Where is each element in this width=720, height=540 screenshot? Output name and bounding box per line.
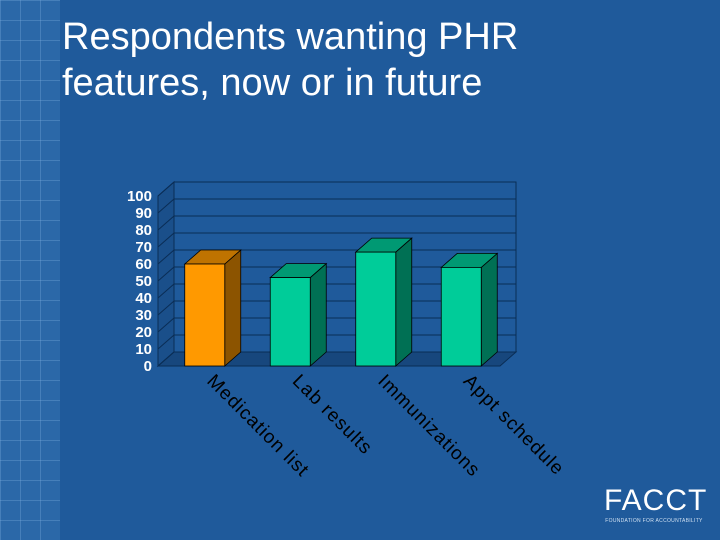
bar-side: [480, 252, 498, 367]
background-left-panel: [0, 0, 60, 540]
gridline: [157, 215, 516, 231]
gridline: [157, 198, 516, 214]
y-tick-label: 50: [135, 273, 152, 290]
y-tick-label: 70: [135, 239, 152, 256]
bar-front: [440, 266, 482, 367]
gridline: [157, 181, 516, 197]
y-tick-label: 100: [127, 188, 152, 205]
bar-side: [309, 262, 327, 367]
bar-front: [269, 277, 311, 367]
y-tick-label: 60: [135, 256, 152, 273]
x-category-label: Lab results: [288, 371, 376, 459]
y-tick-label: 90: [135, 205, 152, 222]
bar-medication-list: [183, 249, 242, 367]
facct-logo: FACCT Foundation for Accountability: [604, 484, 708, 525]
y-tick-label: 0: [144, 358, 152, 375]
title-line-2: features, now or in future: [62, 62, 483, 104]
slide-title: Respondents wanting PHR features, now or…: [62, 14, 702, 106]
bar-lab-results: [269, 262, 328, 367]
logo-text: FACCT: [604, 484, 708, 517]
y-tick-label: 30: [135, 307, 152, 324]
bar-side: [395, 237, 413, 367]
bar-side: [224, 249, 242, 367]
gridline: [157, 232, 516, 248]
bars-layer: [183, 237, 499, 367]
y-tick-label: 80: [135, 222, 152, 239]
bar-front: [184, 263, 226, 367]
bar-appt-schedule: [440, 252, 499, 367]
y-tick-label: 20: [135, 324, 152, 341]
bar-immunizations: [354, 237, 413, 367]
background-grid-pattern: [0, 0, 60, 540]
y-tick-label: 40: [135, 290, 152, 307]
y-tick-label: 10: [135, 341, 152, 358]
title-line-1: Respondents wanting PHR: [62, 16, 519, 58]
bar-front: [355, 251, 397, 367]
logo-subtext: Foundation for Accountability: [605, 518, 703, 524]
